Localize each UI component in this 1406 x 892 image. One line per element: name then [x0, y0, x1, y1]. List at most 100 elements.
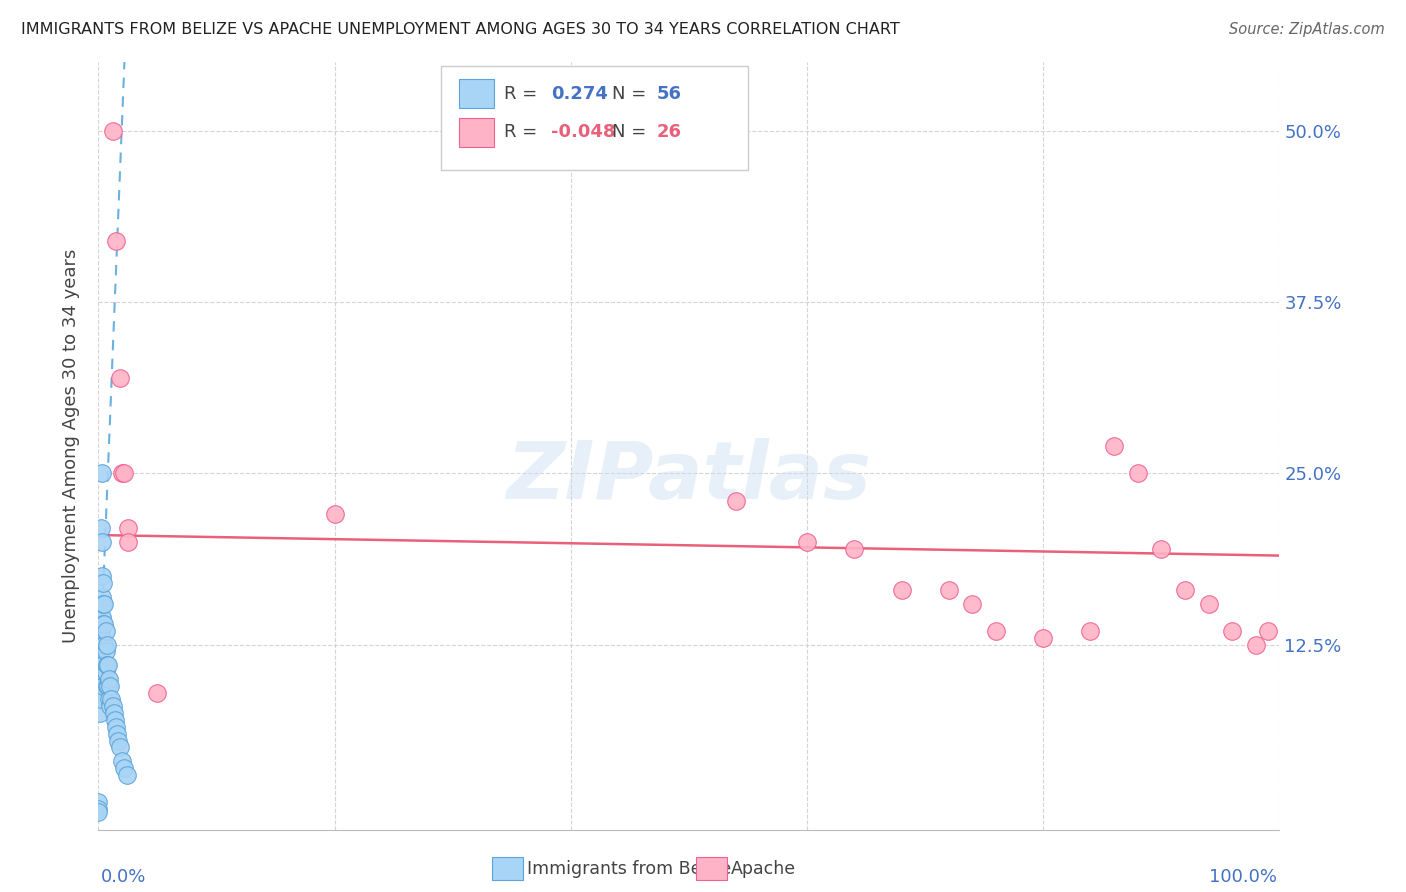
Point [107, 733, 129, 747]
Point [91, 679, 114, 693]
Point [91, 597, 114, 611]
Y-axis label: Unemployment Among Ages 30 to 34 years: Unemployment Among Ages 30 to 34 years [62, 249, 80, 643]
Text: IMMIGRANTS FROM BELIZE VS APACHE UNEMPLOYMENT AMONG AGES 30 TO 34 YEARS CORRELAT: IMMIGRANTS FROM BELIZE VS APACHE UNEMPLO… [21, 22, 900, 37]
Point [96, 638, 118, 652]
Text: Immigrants from Belize: Immigrants from Belize [527, 860, 731, 878]
Point [101, 124, 124, 138]
Point [91, 658, 114, 673]
Text: 0.274: 0.274 [551, 85, 607, 103]
Point [93, 665, 115, 679]
Point [108, 370, 131, 384]
Point [91, 638, 114, 652]
Point [111, 467, 134, 481]
Point [146, 685, 169, 699]
Point [104, 713, 127, 727]
Point [1257, 624, 1279, 638]
Point [890, 582, 912, 597]
Point [90, 624, 112, 638]
Point [89, 706, 111, 720]
Text: Source: ZipAtlas.com: Source: ZipAtlas.com [1229, 22, 1385, 37]
Point [938, 582, 960, 597]
Point [98, 672, 121, 686]
Point [94, 644, 117, 658]
Text: N =: N = [612, 123, 652, 141]
Text: -0.048: -0.048 [551, 123, 616, 141]
Point [91, 569, 114, 583]
Point [117, 535, 139, 549]
Point [1220, 624, 1243, 638]
Point [90, 597, 112, 611]
Point [91, 617, 114, 632]
Point [962, 597, 984, 611]
FancyBboxPatch shape [458, 118, 494, 147]
Point [844, 541, 866, 556]
Point [90, 672, 112, 686]
FancyBboxPatch shape [441, 66, 748, 169]
FancyBboxPatch shape [458, 79, 494, 109]
Point [1080, 624, 1102, 638]
Point [89, 631, 111, 645]
Point [111, 754, 134, 768]
Point [1126, 467, 1149, 481]
Point [94, 665, 117, 679]
Point [87, 802, 110, 816]
Point [117, 521, 139, 535]
Text: R =: R = [503, 123, 543, 141]
Point [89, 679, 111, 693]
Point [103, 706, 125, 720]
Point [89, 644, 111, 658]
Point [93, 638, 115, 652]
Point [108, 740, 131, 755]
Point [93, 617, 115, 632]
Point [97, 658, 120, 673]
Point [1198, 597, 1220, 611]
Point [1244, 638, 1267, 652]
Text: 26: 26 [657, 123, 682, 141]
Point [98, 692, 121, 706]
Point [91, 610, 114, 624]
Point [1102, 439, 1125, 453]
Point [90, 610, 112, 624]
Point [91, 467, 114, 481]
Point [91, 631, 114, 645]
Point [115, 768, 138, 782]
Point [1174, 582, 1197, 597]
Point [89, 665, 111, 679]
Point [91, 535, 114, 549]
Point [87, 795, 110, 809]
Text: 0.0%: 0.0% [101, 869, 146, 887]
Point [112, 761, 135, 775]
Point [90, 692, 112, 706]
Point [984, 624, 1007, 638]
Point [96, 679, 118, 693]
Text: 56: 56 [657, 85, 682, 103]
Text: R =: R = [503, 85, 543, 103]
Point [112, 467, 135, 481]
Point [101, 699, 124, 714]
Point [725, 493, 748, 508]
Point [100, 692, 122, 706]
Point [1150, 541, 1173, 556]
Point [796, 535, 818, 549]
Point [91, 590, 114, 604]
Point [96, 658, 118, 673]
Point [93, 597, 115, 611]
Point [105, 234, 128, 248]
Point [87, 805, 110, 819]
Text: N =: N = [612, 85, 652, 103]
Text: ZIPatlas: ZIPatlas [506, 438, 872, 516]
Point [94, 624, 117, 638]
Point [90, 521, 112, 535]
Text: Apache: Apache [731, 860, 796, 878]
Point [89, 617, 111, 632]
Point [98, 679, 121, 693]
Point [91, 658, 114, 673]
Point [105, 720, 128, 734]
Point [91, 576, 114, 591]
Point [323, 508, 346, 522]
Point [90, 651, 112, 665]
Point [98, 699, 121, 714]
Text: 100.0%: 100.0% [1209, 869, 1277, 887]
Point [1032, 631, 1054, 645]
Point [97, 679, 120, 693]
